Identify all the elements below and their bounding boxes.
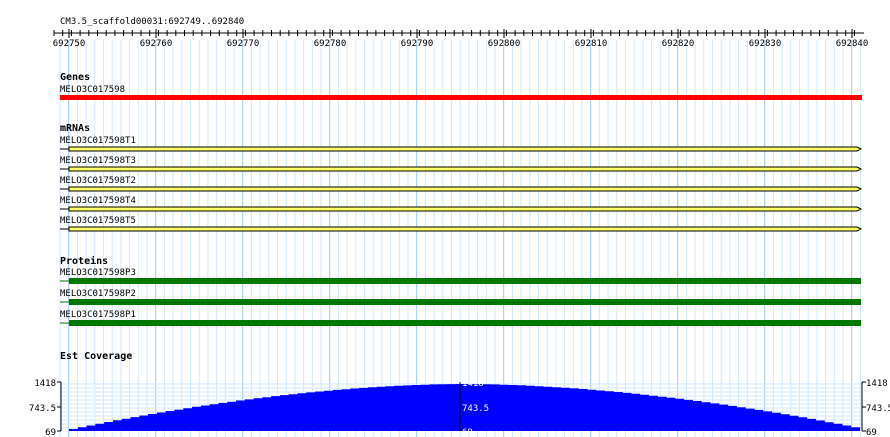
protein-feature[interactable]	[69, 278, 861, 284]
mrnas-track: mRNAs MELO3C017598T1 MELO3C017598T3 MELO…	[60, 123, 863, 232]
gene-feature[interactable]	[60, 95, 862, 100]
coverage-track-title: Est Coverage	[60, 351, 132, 362]
mrna-feature[interactable]	[68, 146, 863, 152]
ruler-ticks	[53, 30, 855, 36]
ruler-tick-label: 692820	[662, 39, 695, 49]
mrna-feature[interactable]	[68, 166, 863, 172]
est-coverage-track: Est Coverage 1418 743.5 69 1418 743.5 69…	[29, 351, 890, 437]
ruler-tick-labels: 692750 692760 692770 692780 692790 692800 6928…	[53, 29, 869, 49]
proteins-track: Proteins MELO3C017598P3 MELO3C017598P2 M…	[60, 255, 861, 326]
ruler-tick-label: 692750	[53, 39, 86, 49]
protein-feature[interactable]	[69, 299, 861, 305]
mrna-label[interactable]: MELO3C017598T3	[60, 156, 136, 166]
mid-axis-max: 1418	[462, 379, 484, 389]
protein-label[interactable]: MELO3C017598P1	[60, 310, 136, 320]
genes-track-title: Genes	[60, 72, 90, 83]
mid-axis-mid: 743.5	[462, 404, 489, 414]
coordinate-ruler: CM3.5_scaffold00031:692749..692840 69275…	[53, 17, 869, 49]
ruler-tick-label: 692770	[227, 39, 260, 49]
mrna-label[interactable]: MELO3C017598T1	[60, 136, 136, 146]
protein-feature[interactable]	[69, 320, 861, 326]
mrna-feature[interactable]	[68, 226, 863, 232]
protein-label[interactable]: MELO3C017598P3	[60, 268, 136, 278]
mrna-feature[interactable]	[68, 206, 863, 212]
right-axis-max: 1418	[866, 379, 888, 389]
left-axis-min: 69	[45, 428, 56, 437]
left-axis-max: 1418	[34, 379, 56, 389]
left-axis-mid: 743.5	[29, 404, 56, 414]
ruler-tick-label: 692840	[836, 39, 869, 49]
mid-axis-min: 69	[462, 428, 473, 437]
mrnas-track-title: mRNAs	[60, 123, 90, 134]
mrna-label[interactable]: MELO3C017598T4	[60, 196, 136, 206]
mrna-label[interactable]: MELO3C017598T2	[60, 176, 136, 186]
ruler-tick-label: 692810	[575, 39, 608, 49]
region-label: CM3.5_scaffold00031:692749..692840	[60, 17, 244, 27]
mrna-label[interactable]: MELO3C017598T5	[60, 216, 136, 226]
protein-label[interactable]: MELO3C017598P2	[60, 289, 136, 299]
genes-track: Genes MELO3C017598	[60, 72, 862, 100]
ruler-tick-label: 692760	[140, 39, 173, 49]
ruler-tick-label: 692780	[314, 39, 347, 49]
ruler-tick-label: 692790	[401, 39, 434, 49]
ruler-tick-label: 692830	[749, 39, 782, 49]
right-axis-min: 69	[866, 428, 877, 437]
coverage-area[interactable]	[69, 384, 860, 431]
gene-label[interactable]: MELO3C017598	[60, 85, 125, 95]
proteins-track-title: Proteins	[60, 255, 108, 267]
background-grid	[59, 40, 861, 437]
ruler-tick-label: 692800	[488, 39, 521, 49]
mrna-feature[interactable]	[68, 186, 863, 192]
right-axis-mid: 743.5	[866, 404, 890, 414]
